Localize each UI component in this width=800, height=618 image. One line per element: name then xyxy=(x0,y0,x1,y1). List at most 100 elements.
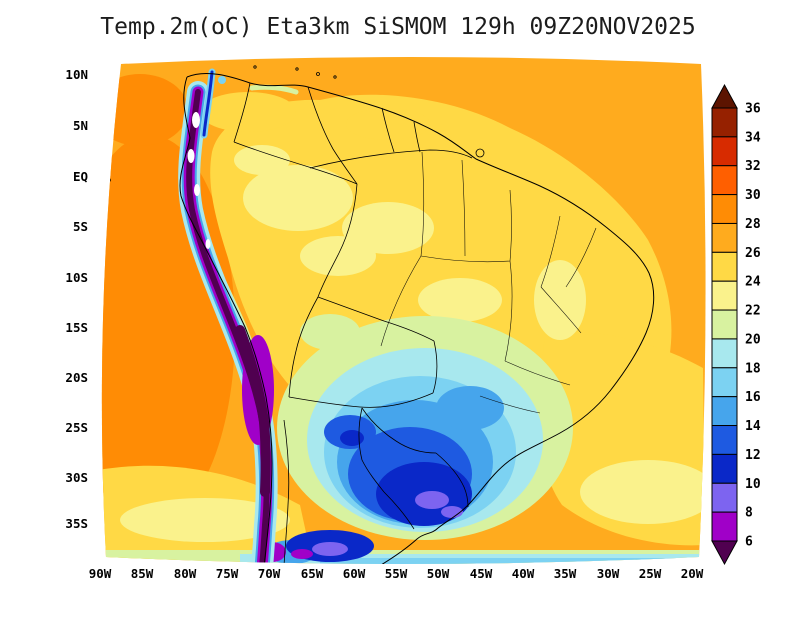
colorbar-label-12: 12 xyxy=(745,448,761,463)
lon-label-35W: 35W xyxy=(554,566,577,581)
lon-label-65W: 65W xyxy=(301,566,324,581)
state-border xyxy=(380,255,422,347)
state-border xyxy=(479,395,541,414)
se-brazil-cold-tongue xyxy=(436,386,504,430)
andes-coldest-core xyxy=(186,89,270,564)
lat-label-30S: 30S xyxy=(65,470,88,485)
colorbar-label-22: 22 xyxy=(745,304,761,319)
colorbar-label-28: 28 xyxy=(745,217,761,232)
lat-label-20S: 20S xyxy=(65,370,88,385)
colorbar-label-18: 18 xyxy=(745,361,761,376)
colorbar-label-6: 6 xyxy=(745,535,753,550)
country-border xyxy=(288,296,319,398)
snow-peak xyxy=(187,149,195,163)
country-border xyxy=(283,419,290,564)
snow-peak xyxy=(192,112,200,128)
colorbar-segment xyxy=(711,107,738,138)
colorbar-label-30: 30 xyxy=(745,188,761,203)
altiplano-coldest-core xyxy=(235,325,271,497)
lat-label-10S: 10S xyxy=(65,270,88,285)
coastline-east xyxy=(186,72,655,564)
colorbar-label-8: 8 xyxy=(745,506,753,521)
lon-label-55W: 55W xyxy=(385,566,408,581)
sw-ocean-patch xyxy=(120,498,290,542)
lon-label-50W: 50W xyxy=(427,566,450,581)
country-border xyxy=(233,141,358,185)
colorbar-segment xyxy=(711,367,738,398)
lat-label-25S: 25S xyxy=(65,420,88,435)
country-border xyxy=(413,121,421,153)
south-edge-band xyxy=(320,558,680,564)
coastline-west xyxy=(179,76,273,564)
lat-label-35S: 35S xyxy=(65,516,88,531)
cold-core-spot xyxy=(415,491,449,509)
marajo-island xyxy=(475,148,485,158)
colorbar-label-20: 20 xyxy=(745,332,761,347)
galapagos-island xyxy=(101,173,104,179)
colorbar-segment xyxy=(711,280,738,311)
colorbar-segment xyxy=(711,222,738,253)
country-border xyxy=(383,491,415,530)
nw-warm-region xyxy=(101,74,188,146)
country-border xyxy=(435,452,469,508)
cold-spot xyxy=(340,430,364,446)
country-border xyxy=(307,86,358,185)
state-border xyxy=(461,159,466,257)
country-border xyxy=(317,183,358,298)
country-border xyxy=(317,296,435,342)
amazon-cool-patch xyxy=(234,145,290,175)
colorbar-segment xyxy=(711,453,738,484)
state-border xyxy=(540,286,582,334)
lon-label-25W: 25W xyxy=(639,566,662,581)
country-border xyxy=(381,107,395,153)
lat-label-15S: 15S xyxy=(65,320,88,335)
caribbean-island xyxy=(333,75,337,79)
colorbar-arrow-top xyxy=(711,83,738,109)
lon-label-70W: 70W xyxy=(258,566,281,581)
lon-label-85W: 85W xyxy=(131,566,154,581)
santa-marta-peak xyxy=(218,76,226,84)
map-borders xyxy=(95,65,655,564)
amazon-cool-patch xyxy=(342,202,434,254)
guyana-region xyxy=(346,108,430,140)
state-border xyxy=(509,189,512,262)
latitude-axis: 10N 5N EQ 5S 10S 15S 20S 25S 30S 35S xyxy=(65,67,88,531)
lat-label-10N: 10N xyxy=(65,67,88,82)
lon-label-80W: 80W xyxy=(174,566,197,581)
colorbar-segment xyxy=(711,165,738,196)
colorbar-segment xyxy=(711,309,738,340)
cold-core-spot xyxy=(441,506,463,518)
venezuela-region xyxy=(200,92,296,132)
colorbar-label-14: 14 xyxy=(745,419,761,434)
colorbar-label-24: 24 xyxy=(745,275,761,290)
colorbar-label-32: 32 xyxy=(745,159,761,174)
lon-label-45W: 45W xyxy=(470,566,493,581)
lat-label-5N: 5N xyxy=(73,118,88,133)
coldest-spot xyxy=(291,549,313,559)
colorbar-segment xyxy=(711,425,738,455)
snow-peak xyxy=(194,184,200,196)
state-border xyxy=(504,260,513,362)
temperature-field xyxy=(101,57,706,564)
country-border xyxy=(432,340,438,394)
colorbar-segment xyxy=(711,511,738,542)
colorbar-segment xyxy=(711,136,738,167)
caribbean-island xyxy=(295,67,299,71)
colorbar-segment xyxy=(711,251,738,282)
country-border xyxy=(288,392,434,408)
galapagos-island xyxy=(107,178,111,182)
colorbar-segment xyxy=(711,396,738,427)
colorbar-label-36: 36 xyxy=(745,102,761,117)
bolivia-patch xyxy=(300,314,360,350)
caribbean-island xyxy=(316,72,320,76)
state-border xyxy=(540,215,561,288)
country-border xyxy=(361,407,437,454)
galapagos-island xyxy=(95,181,97,183)
snow-peak xyxy=(205,239,211,249)
temperature-colorbar: 36 34 32 30 28 26 24 22 20 18 16 14 12 10 8 6 xyxy=(711,83,761,566)
longitude-axis: 90W 85W 80W 75W 70W 65W 60W 55W 50W 45W 40W 35W 30W 2… xyxy=(89,566,704,581)
plot-title: Temp.2m(oC) Eta3km SiSMOM 129h 09Z20NOV2… xyxy=(100,14,695,40)
colorbar-label-10: 10 xyxy=(745,477,761,492)
